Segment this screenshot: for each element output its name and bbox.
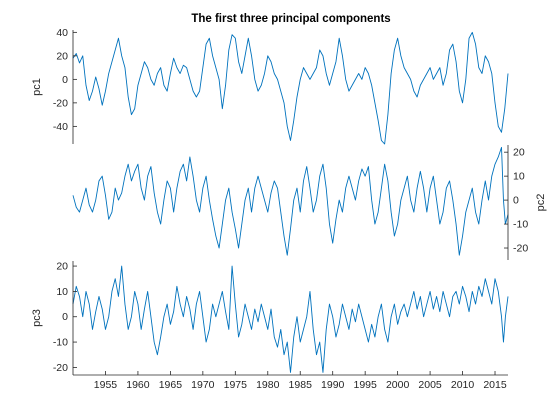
x-tick-label: 1955 [94,379,118,391]
x-tick-label: 2000 [386,379,410,391]
pc1-y-tick-label: 0 [62,74,68,86]
pc1-series-line [72,31,509,145]
pc2-y-tick-label: 20 [513,147,525,159]
pc1-y-tick-label: -20 [53,97,68,109]
panel-pc2: -20 -10 0 10 20 pc2 [72,145,547,260]
x-tick-label: 1975 [224,379,248,391]
pc3-y-tick-label: -10 [53,337,68,349]
pc2-y-axis-label: pc2 [535,194,547,212]
pc3-y-tick-label: -20 [53,362,68,374]
pc1-y-axis-label: pc1 [31,78,43,96]
x-tick-label: 1970 [191,379,215,391]
x-tick-label: 1960 [126,379,150,391]
pc2-y-tick-label: 10 [513,171,525,183]
x-tick-label: 2015 [483,379,507,391]
x-tick-label: 1965 [159,379,183,391]
chart-title: The first three principal components [191,13,390,25]
pc2-series-line [72,146,509,256]
panel-pc3: -20 -10 0 10 20 pc3 1955 1960 1965 1970 1975 1980 19… [31,261,509,391]
pc2-y-tick-label: -20 [513,243,528,255]
x-tick-label: 2005 [418,379,442,391]
pc2-y-tick-label: -10 [513,219,528,231]
pc3-y-axis-label: pc3 [31,309,43,327]
pc1-y-tick-label: 20 [56,50,68,62]
panel-pc1: -40 -20 0 20 40 pc1 [31,27,509,145]
pc3-series-line [72,265,509,373]
x-tick-label: 2010 [451,379,475,391]
pc2-y-tick-label: 0 [513,195,519,207]
pc3-y-tick-label: 10 [56,286,68,298]
x-tick-label: 1990 [321,379,345,391]
x-tick-label: 1995 [353,379,377,391]
x-tick-label: 1980 [256,379,280,391]
chart-panels: -40 -20 0 20 40 pc1 -20 -10 0 10 20 pc2 -20 -10 0 10 20 p… [31,27,547,391]
pc3-y-tick-label: 20 [56,261,68,273]
x-tick-label: 1985 [289,379,313,391]
pc1-y-tick-label: 40 [56,27,68,39]
pc1-y-tick-label: -40 [53,121,68,133]
pc3-y-tick-label: 0 [62,311,68,323]
